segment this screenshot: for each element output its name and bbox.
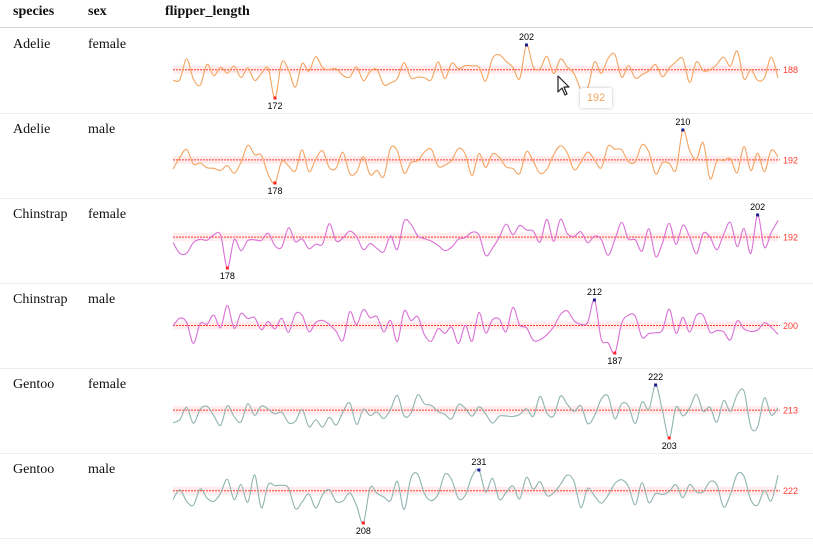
flipper-length-sparkline[interactable]: 188 202 172 <box>0 28 813 113</box>
sex-cell: female <box>88 207 127 222</box>
column-header-flipper-length[interactable]: flipper_length <box>165 4 250 19</box>
species-cell: Chinstrap <box>13 207 68 222</box>
min-point <box>667 436 671 440</box>
flipper-length-sparkline[interactable]: 192 202 178 <box>0 198 813 283</box>
min-label: 208 <box>356 526 371 536</box>
max-point <box>524 43 528 47</box>
sex-cell: male <box>88 122 116 137</box>
mean-band <box>173 406 778 415</box>
table-header: species sex flipper_length <box>0 0 813 28</box>
series-line <box>172 384 779 439</box>
series-line <box>172 214 779 269</box>
sex-cell: female <box>88 37 127 52</box>
max-point <box>756 213 760 217</box>
min-label: 178 <box>220 271 235 281</box>
max-label: 202 <box>750 202 765 212</box>
column-header-species[interactable]: species <box>13 4 55 19</box>
series-line <box>172 299 779 355</box>
min-label: 187 <box>607 356 622 366</box>
column-header-sex[interactable]: sex <box>88 4 107 19</box>
species-cell: Gentoo <box>13 462 55 477</box>
min-label: 178 <box>267 186 282 196</box>
min-point <box>613 351 617 355</box>
table-row: Adelie female 188 202 172 <box>0 28 813 114</box>
min-point <box>225 266 229 270</box>
min-point <box>273 181 277 185</box>
max-label: 202 <box>519 32 534 42</box>
table-row: Chinstrap female 192 202 178 <box>0 198 813 284</box>
min-point <box>361 521 365 525</box>
mouse-cursor-icon <box>557 75 570 96</box>
max-label: 222 <box>648 372 663 382</box>
hover-tooltip: 192 <box>580 88 612 108</box>
table-row: Chinstrap male 200 212 187 <box>0 283 813 369</box>
max-point <box>681 128 685 132</box>
species-cell: Adelie <box>13 37 51 52</box>
mean-band <box>173 155 778 164</box>
mean-label: 192 <box>783 233 798 243</box>
flipper-length-sparkline[interactable]: 213 222 203 <box>0 368 813 453</box>
species-cell: Chinstrap <box>13 292 68 307</box>
max-label: 210 <box>675 117 690 127</box>
min-point <box>273 96 277 100</box>
max-point <box>477 468 481 472</box>
min-label: 203 <box>662 441 677 451</box>
series-line <box>172 468 779 524</box>
max-label: 212 <box>587 287 602 297</box>
table-row: Adelie male 192 210 178 <box>0 113 813 199</box>
tooltip-value: 192 <box>586 92 606 104</box>
mean-label: 200 <box>783 321 798 331</box>
mean-band <box>173 233 778 242</box>
sex-cell: male <box>88 292 116 307</box>
mean-label: 188 <box>783 65 798 75</box>
mean-label: 213 <box>783 406 798 416</box>
max-label: 231 <box>471 457 486 467</box>
min-label: 172 <box>267 101 282 111</box>
flipper-length-sparkline[interactable]: 200 212 187 <box>0 283 813 368</box>
max-point <box>592 298 596 302</box>
mean-label: 192 <box>783 155 798 165</box>
flipper-length-sparkline[interactable]: 192 210 178 <box>0 113 813 198</box>
flipper-length-sparkline[interactable]: 222 231 208 <box>0 453 813 538</box>
sex-cell: female <box>88 377 127 392</box>
table-row: Gentoo female 213 222 203 <box>0 368 813 454</box>
mean-band <box>173 486 778 495</box>
species-cell: Adelie <box>13 122 51 137</box>
mean-band <box>173 65 778 74</box>
species-cell: Gentoo <box>13 377 55 392</box>
max-point <box>654 383 658 387</box>
table-row: Gentoo male 222 231 208 <box>0 453 813 539</box>
mean-label: 222 <box>783 486 798 496</box>
sex-cell: male <box>88 462 116 477</box>
